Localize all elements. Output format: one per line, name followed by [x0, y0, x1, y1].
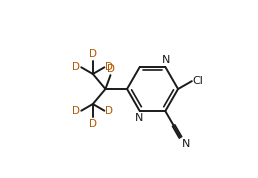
- Text: D: D: [105, 106, 113, 116]
- Text: Cl: Cl: [193, 76, 204, 86]
- Text: D: D: [107, 64, 115, 74]
- Text: D: D: [89, 119, 97, 129]
- Text: D: D: [72, 106, 80, 116]
- Text: D: D: [89, 49, 97, 59]
- Text: N: N: [162, 54, 171, 65]
- Text: N: N: [135, 113, 143, 124]
- Text: D: D: [105, 62, 113, 72]
- Text: D: D: [72, 62, 80, 72]
- Text: N: N: [181, 139, 190, 149]
